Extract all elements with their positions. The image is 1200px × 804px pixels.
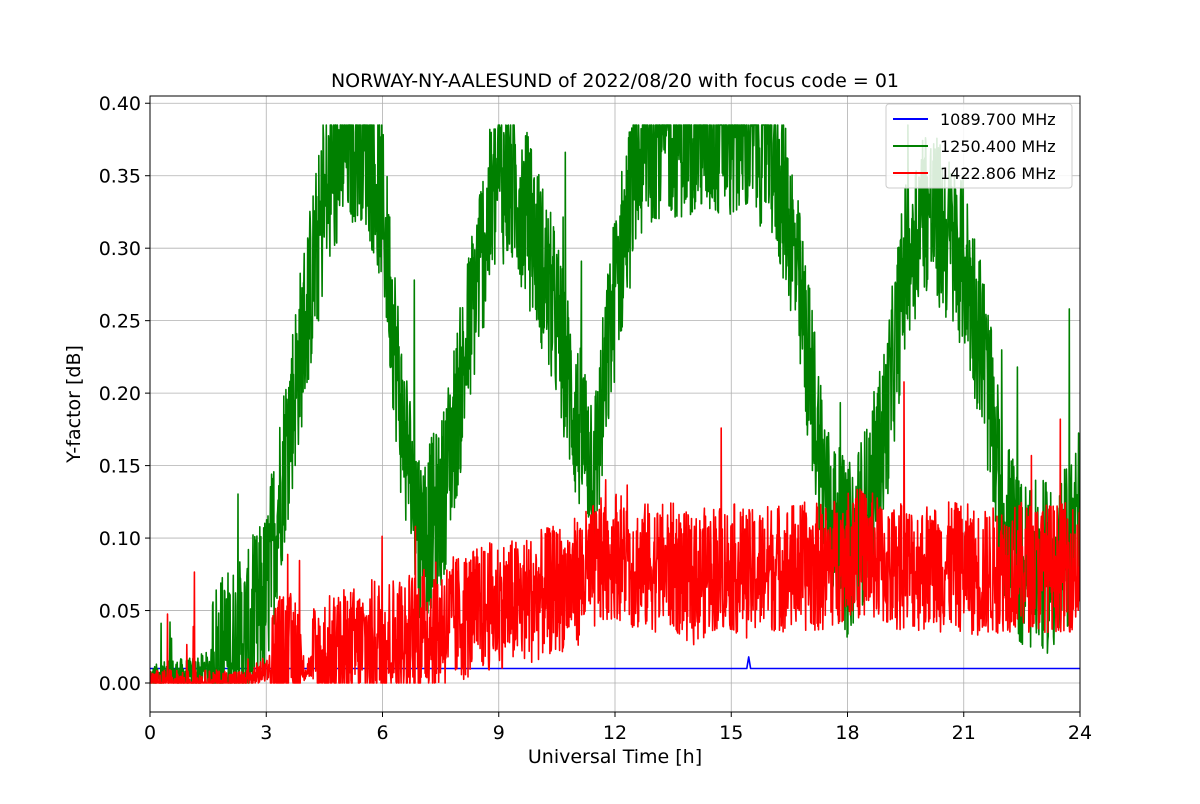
x-tick-label: 9 (493, 722, 505, 744)
legend-label: 1089.700 MHz (940, 110, 1056, 129)
ticks: 0 3 6 9 12 15 18 21 24 0.00 0.05 0.10 0.15 0.20 0.25 0.… (99, 93, 1092, 744)
y-tick-label: 0.30 (99, 238, 141, 260)
x-axis-label: Universal Time [h] (528, 746, 702, 768)
y-tick-label: 0.20 (99, 383, 141, 405)
x-tick-label: 21 (952, 722, 976, 744)
legend-box (885, 103, 1073, 189)
legend: 1089.700 MHz 1250.400 MHz 1422.806 MHz (885, 103, 1073, 189)
x-tick-label: 6 (376, 722, 388, 744)
x-tick-label: 15 (719, 722, 743, 744)
x-tick-label: 3 (260, 722, 272, 744)
chart-title: NORWAY-NY-AALESUND of 2022/08/20 with fo… (331, 70, 899, 92)
y-tick-label: 0.25 (99, 311, 141, 333)
x-tick-label: 18 (835, 722, 859, 744)
y-tick-label: 0.40 (99, 93, 141, 115)
series-line-3 (150, 381, 1080, 684)
legend-label: 1250.400 MHz (940, 137, 1056, 156)
legend-label: 1422.806 MHz (940, 164, 1056, 183)
y-tick-label: 0.35 (99, 166, 141, 188)
y-tick-label: 0.15 (99, 456, 141, 478)
y-tick-label: 0.00 (99, 673, 141, 695)
y-tick-label: 0.10 (99, 528, 141, 550)
y-tick-label: 0.05 (99, 601, 141, 623)
y-axis-label: Y-factor [dB] (63, 345, 85, 464)
series-layer (150, 124, 1080, 684)
series-line-2 (150, 124, 1080, 684)
x-tick-label: 24 (1068, 722, 1092, 744)
x-tick-label: 12 (603, 722, 627, 744)
series-line-1 (150, 656, 1080, 670)
x-tick-label: 0 (144, 722, 156, 744)
